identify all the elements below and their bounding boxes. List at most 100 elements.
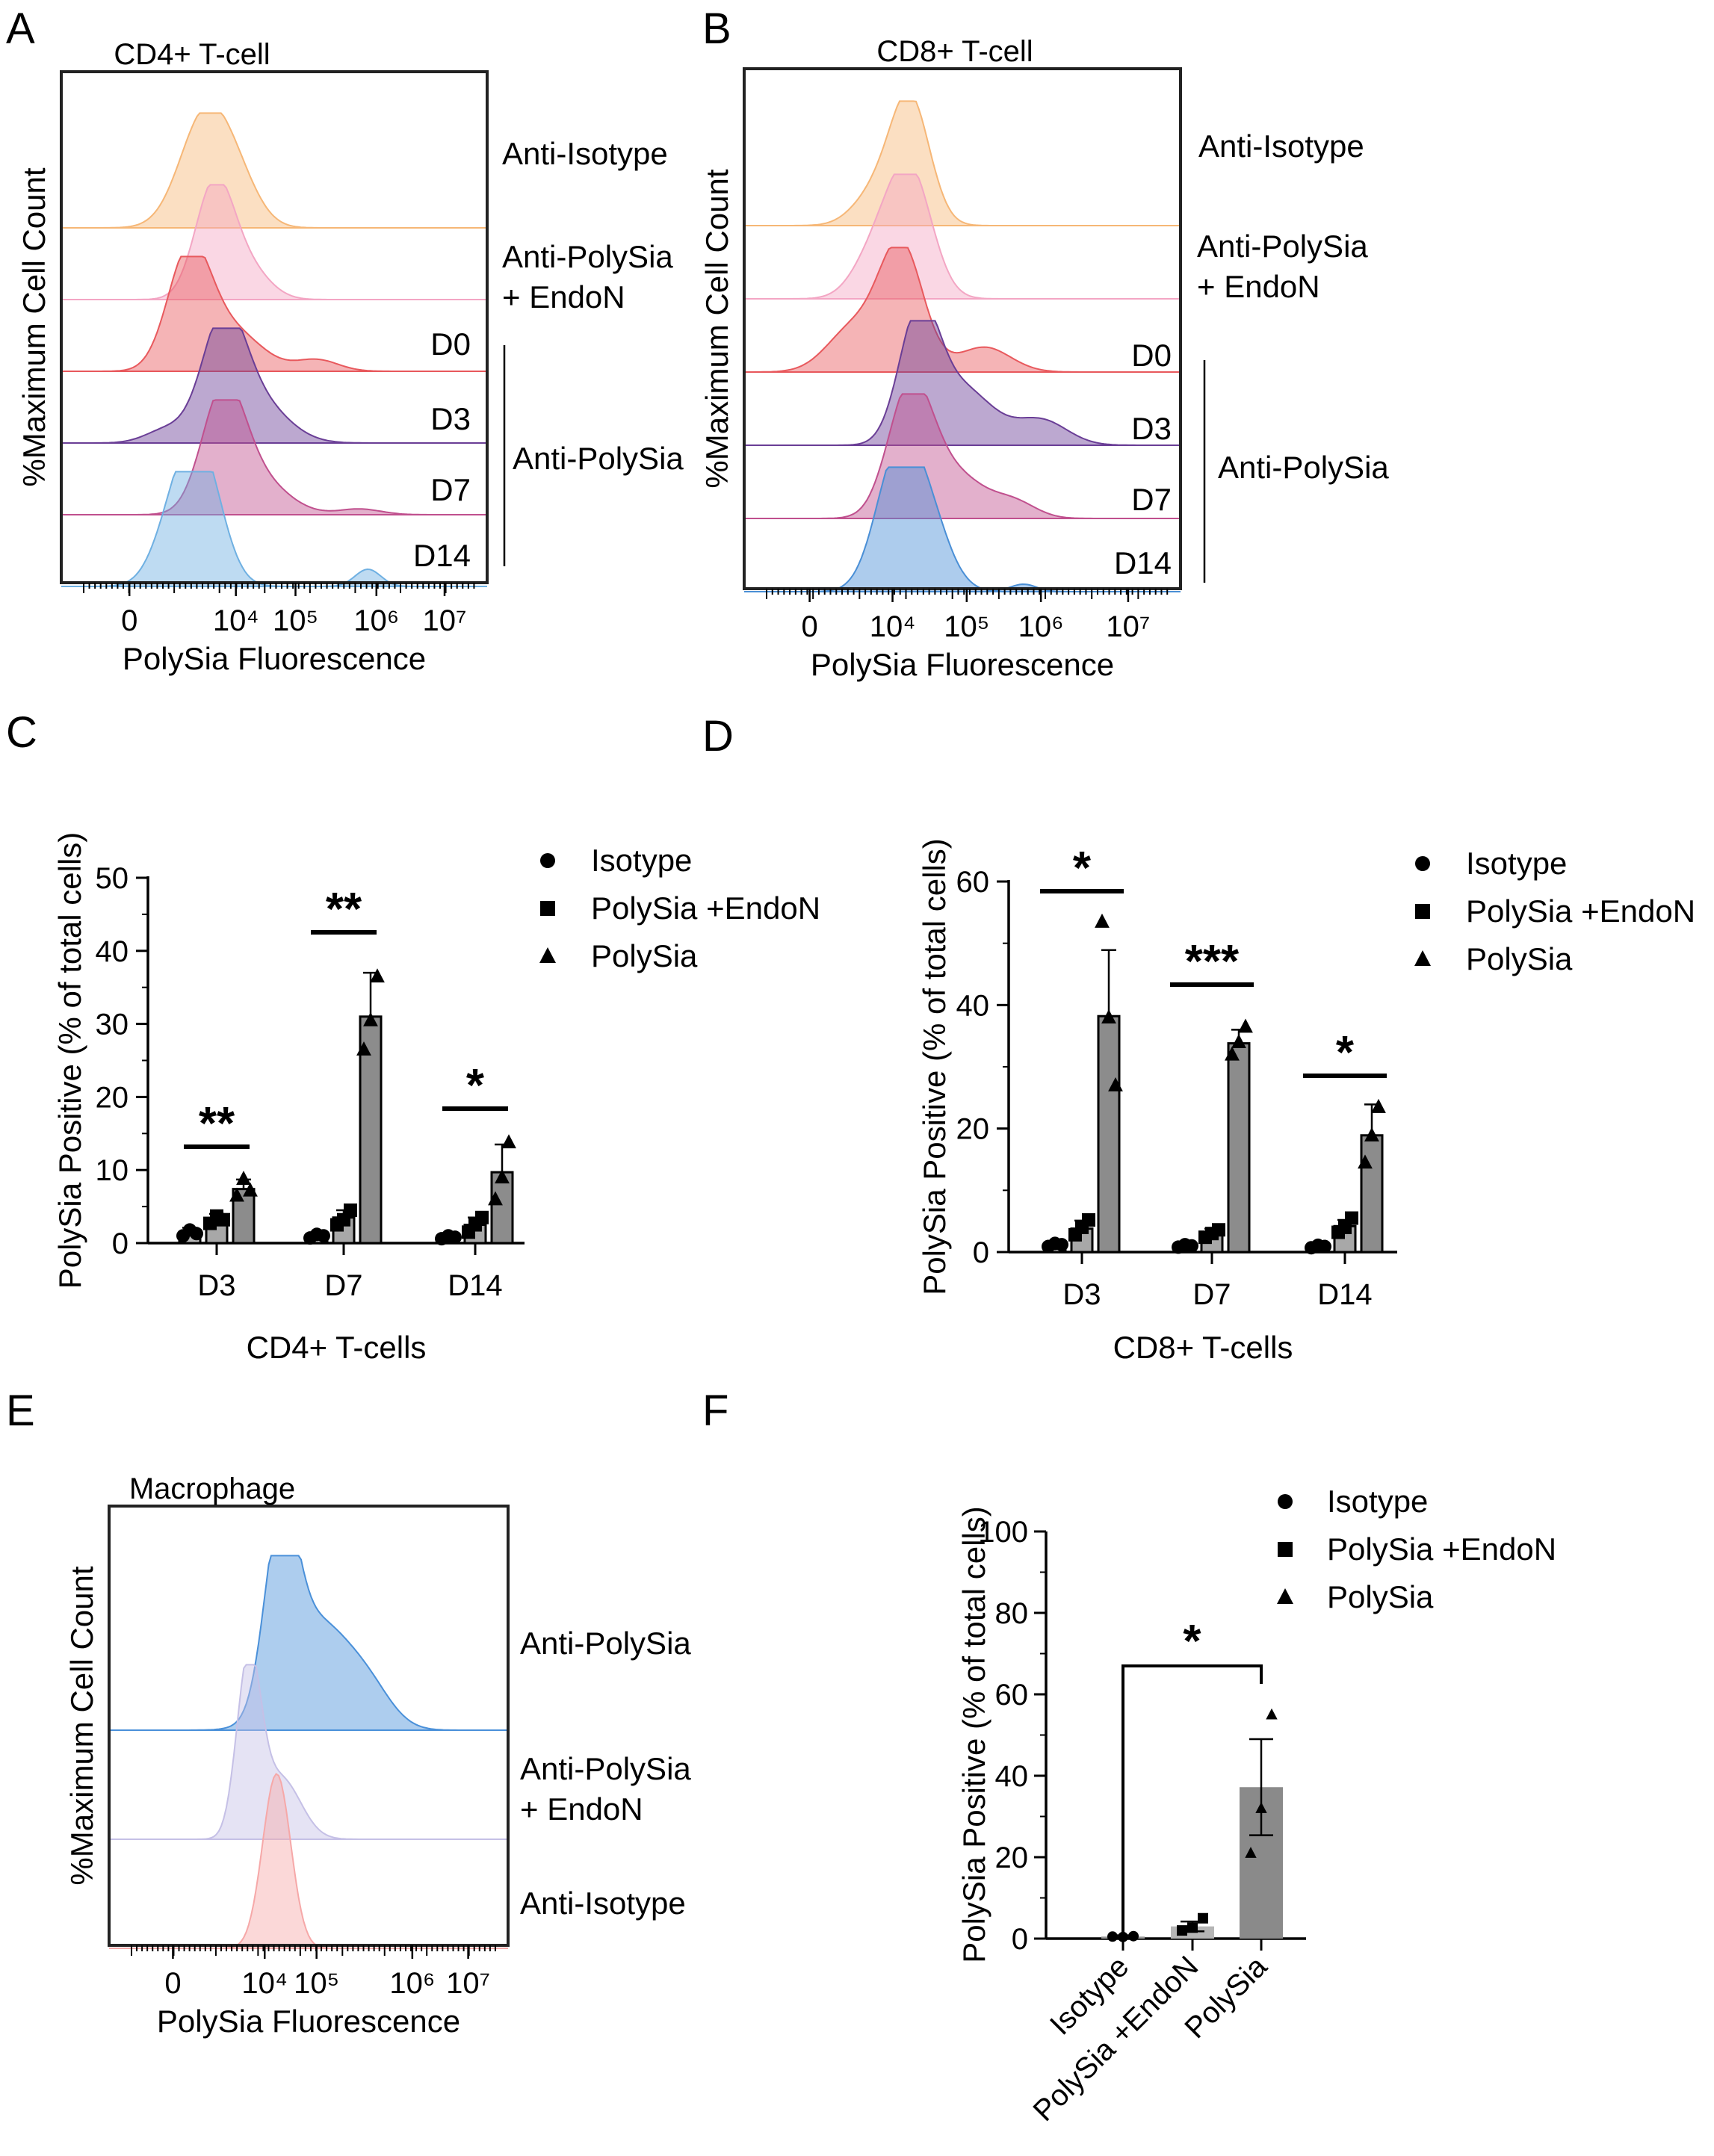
y-axis-title: PolySia Positive (% of total cells) bbox=[956, 1506, 991, 1963]
y-axis-title: PolySia Positive (% of total cells) bbox=[917, 838, 952, 1295]
x-axis-title: CD8+ T-cells bbox=[1113, 1330, 1293, 1365]
data-point bbox=[190, 1227, 203, 1241]
x-tick-label: 10⁴ bbox=[213, 604, 259, 637]
data-point bbox=[1212, 1223, 1225, 1237]
data-point bbox=[1055, 1238, 1068, 1252]
data-point bbox=[1231, 1034, 1246, 1049]
track-label: + EndoN bbox=[1197, 269, 1320, 304]
track-label: D3 bbox=[430, 401, 471, 436]
y-tick-label: 100 bbox=[978, 1516, 1028, 1549]
track-label: D7 bbox=[430, 472, 471, 507]
x-tick-label: D3 bbox=[1062, 1278, 1101, 1311]
x-axis: 0 10⁴ 10⁵ 10⁶ 10⁷ bbox=[131, 1945, 496, 2000]
data-point bbox=[363, 1012, 378, 1026]
x-tick-label: 10⁴ bbox=[870, 610, 916, 643]
data-point bbox=[488, 1191, 503, 1206]
data-point bbox=[1101, 1009, 1116, 1023]
legend-label: Isotype bbox=[591, 843, 692, 878]
bar-polysia-d7 bbox=[1227, 1042, 1251, 1254]
x-tick-label: 10⁶ bbox=[389, 1967, 435, 2000]
significance-stars: *** bbox=[1185, 936, 1240, 988]
x-axis-title: CD4+ T-cells bbox=[247, 1330, 427, 1365]
x-axis-title: PolySia Fluorescence bbox=[157, 2004, 460, 2039]
data-point bbox=[1187, 1922, 1198, 1933]
data-point bbox=[217, 1212, 230, 1227]
bar-polysia-d3 bbox=[1097, 1015, 1121, 1254]
track-label: D14 bbox=[1114, 545, 1172, 580]
data-point bbox=[236, 1171, 251, 1186]
panel-letter-e: E bbox=[6, 1387, 35, 1435]
track-label: D3 bbox=[1131, 411, 1172, 446]
data-point bbox=[1118, 1931, 1128, 1942]
y-tick-label: 20 bbox=[956, 1113, 990, 1146]
legend-marker-square bbox=[1278, 1542, 1293, 1557]
legend-label: PolySia bbox=[591, 938, 698, 973]
data-point bbox=[1364, 1127, 1379, 1141]
significance-stars: * bbox=[1336, 1027, 1355, 1079]
hist-peak-anti-isotype bbox=[109, 1773, 508, 1949]
x-tick-label: 10⁷ bbox=[423, 604, 467, 637]
y-tick-label: 40 bbox=[995, 1760, 1029, 1793]
data-point bbox=[448, 1230, 462, 1245]
legend-label: PolySia bbox=[1466, 941, 1573, 976]
plot-frame bbox=[108, 1505, 510, 1947]
panel-f-macrophage-bar-chart: 0 20 40 60 80 100 Isotype PolySia +EndoN PolySia… bbox=[956, 1484, 1556, 2128]
track-label: D0 bbox=[1131, 338, 1172, 373]
data-point bbox=[495, 1169, 510, 1184]
track-label: Anti-PolySia bbox=[520, 1626, 691, 1661]
data-point bbox=[370, 968, 385, 983]
data-point bbox=[475, 1210, 489, 1224]
legend-marker-circle bbox=[540, 853, 555, 868]
y-axis-title: %Maximum Cell Count bbox=[16, 167, 52, 486]
x-tick-label: D7 bbox=[324, 1269, 362, 1302]
histogram-title: CD4+ T-cell bbox=[114, 38, 270, 71]
track-label: Anti-PolySia bbox=[502, 239, 673, 274]
hist-peak-d3 bbox=[744, 320, 1181, 446]
significance-stars: ** bbox=[199, 1098, 235, 1150]
hist-tracks-a bbox=[61, 112, 487, 587]
x-tick-label: 0 bbox=[801, 610, 817, 643]
data-point bbox=[1255, 1802, 1267, 1813]
y-tick-label: 0 bbox=[112, 1227, 129, 1260]
x-axis-title: PolySia Fluorescence bbox=[811, 647, 1114, 682]
data-point bbox=[1177, 1925, 1187, 1936]
x-axis: 0 10⁴ 10⁵ 10⁶ 10⁷ bbox=[766, 589, 1169, 643]
x-axis-title: PolySia Fluorescence bbox=[123, 641, 426, 676]
data-point bbox=[1345, 1211, 1358, 1225]
panel-d-cd8-bar-chart: 0 20 40 60 D3 * D7 *** D14 * Isotype PolySia +EndoN… bbox=[917, 838, 1695, 1365]
panel-a-cd4-histogram: Anti-Isotype Anti-PolySia + EndoN D0 D3 D7 D14… bbox=[16, 38, 684, 676]
x-tick-label: 0 bbox=[164, 1967, 181, 2000]
significance-stars: * bbox=[1073, 843, 1092, 894]
track-label: + EndoN bbox=[520, 1791, 643, 1827]
x-axis: 0 10⁴ 10⁵ 10⁶ 10⁷ bbox=[83, 583, 475, 637]
data-point bbox=[1266, 1708, 1278, 1720]
legend-marker-triangle bbox=[1277, 1588, 1293, 1604]
data-point bbox=[1108, 1077, 1123, 1091]
legend-label: Isotype bbox=[1327, 1484, 1428, 1519]
bar-polysia-d14 bbox=[1360, 1134, 1384, 1254]
x-tick-label: 10⁶ bbox=[353, 604, 399, 637]
data-point bbox=[501, 1134, 516, 1149]
y-axis-title: %Maximum Cell Count bbox=[699, 169, 734, 488]
hist-peak-anti-polysia bbox=[109, 1555, 508, 1731]
legend-marker-square bbox=[540, 901, 555, 916]
x-tick-label: D3 bbox=[197, 1269, 235, 1302]
y-axis-title: PolySia Positive (% of total cells) bbox=[52, 832, 87, 1289]
y-tick-label: 0 bbox=[973, 1236, 989, 1269]
plot-frame bbox=[743, 67, 1182, 590]
track-label: + EndoN bbox=[502, 279, 625, 315]
hist-tracks-e bbox=[109, 1555, 508, 1949]
data-point bbox=[1095, 913, 1110, 928]
legend-marker-triangle bbox=[1414, 950, 1431, 966]
bar-polysia-d14 bbox=[490, 1171, 514, 1245]
legend-label: PolySia +EndoN bbox=[1327, 1531, 1556, 1567]
histogram-title: CD8+ T-cell bbox=[876, 35, 1033, 68]
hist-peak-anti-isotype bbox=[744, 100, 1181, 226]
x-tick-label: D7 bbox=[1192, 1278, 1231, 1311]
track-label: Anti-Isotype bbox=[502, 136, 668, 171]
track-label: D0 bbox=[430, 326, 471, 362]
y-tick-label: 40 bbox=[956, 989, 990, 1022]
data-point bbox=[1371, 1098, 1386, 1113]
track-label: Anti-PolySia bbox=[520, 1751, 691, 1786]
